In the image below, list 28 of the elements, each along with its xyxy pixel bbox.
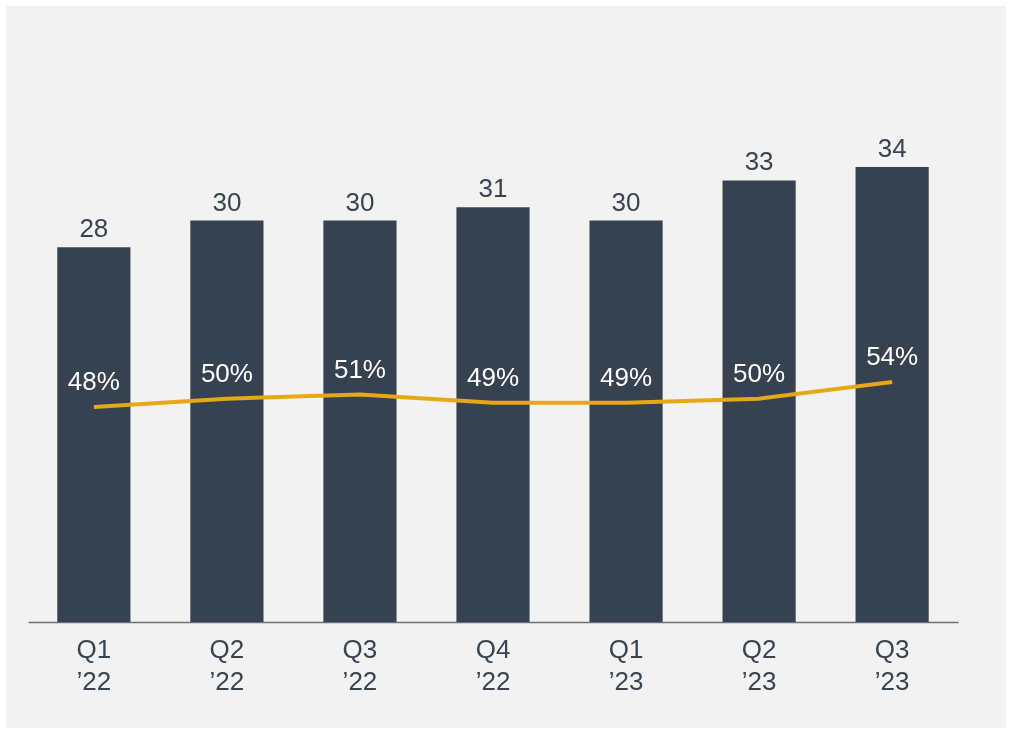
data-label: 50% (733, 357, 786, 388)
bar (190, 220, 264, 622)
data-label: 49% (466, 361, 520, 392)
data-label: 30 (345, 186, 375, 217)
data-label: 33 (744, 146, 774, 177)
data-label: 30 (611, 186, 641, 217)
x-tick-label: Q3 ’23 (874, 633, 910, 696)
x-tick-label: Q3 ’22 (342, 633, 378, 696)
data-label: 28 (79, 213, 109, 244)
data-label: 48% (67, 366, 120, 396)
bar (456, 207, 530, 622)
bar (589, 220, 663, 622)
data-label: 31 (478, 173, 508, 204)
bar (722, 180, 796, 622)
data-label: 30 (212, 186, 242, 217)
bar (323, 220, 397, 622)
x-tick-label: Q2 ’23 (741, 633, 777, 696)
data-label: 50% (200, 357, 253, 388)
x-tick-label: Q4 ’22 (475, 633, 511, 696)
x-tick-label: Q2 ’22 (209, 633, 245, 696)
data-label: 51% (333, 353, 386, 384)
bar (57, 247, 131, 622)
data-label: 34 (877, 133, 907, 163)
x-tick-label: Q1 ’22 (76, 633, 112, 696)
bar (855, 167, 929, 622)
x-tick-label: Q1 ’23 (608, 633, 644, 696)
data-label: 54% (866, 341, 919, 371)
data-label: 49% (600, 361, 653, 392)
